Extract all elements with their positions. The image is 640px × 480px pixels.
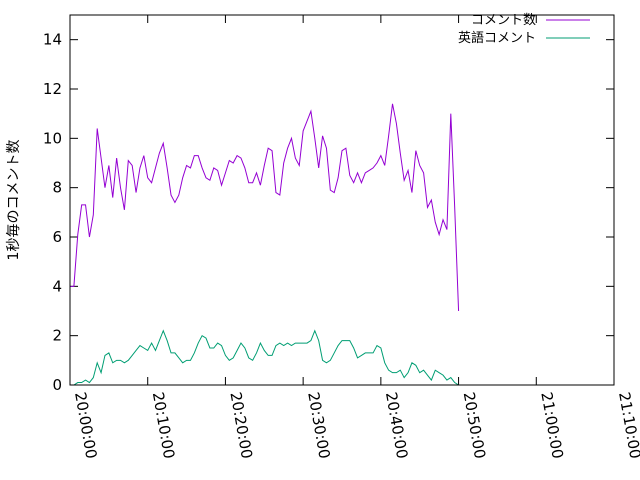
y-tick-label: 4 (52, 277, 62, 295)
y-tick-label: 10 (43, 129, 62, 147)
tick-marks (69, 15, 615, 386)
y-tick-label: 0 (52, 376, 62, 394)
y-tick-labels: 0 2 4 6 8 10 12 14 (43, 31, 62, 394)
y-tick-label: 6 (52, 228, 62, 246)
series-lines (70, 103, 460, 386)
legend-label-0: コメント数 (471, 13, 536, 28)
y-axis-label: 1秒毎のコメント数 (6, 140, 22, 261)
y-tick-label: 14 (43, 31, 62, 49)
series-line-0 (70, 103, 460, 312)
series-line-1 (70, 329, 459, 386)
y-tick-label: 12 (43, 80, 62, 98)
y-tick-label: 2 (52, 327, 62, 345)
plot-border (69, 14, 615, 386)
y-tick-label: 8 (52, 179, 62, 197)
legend-label-1: 英語コメント (458, 30, 536, 46)
